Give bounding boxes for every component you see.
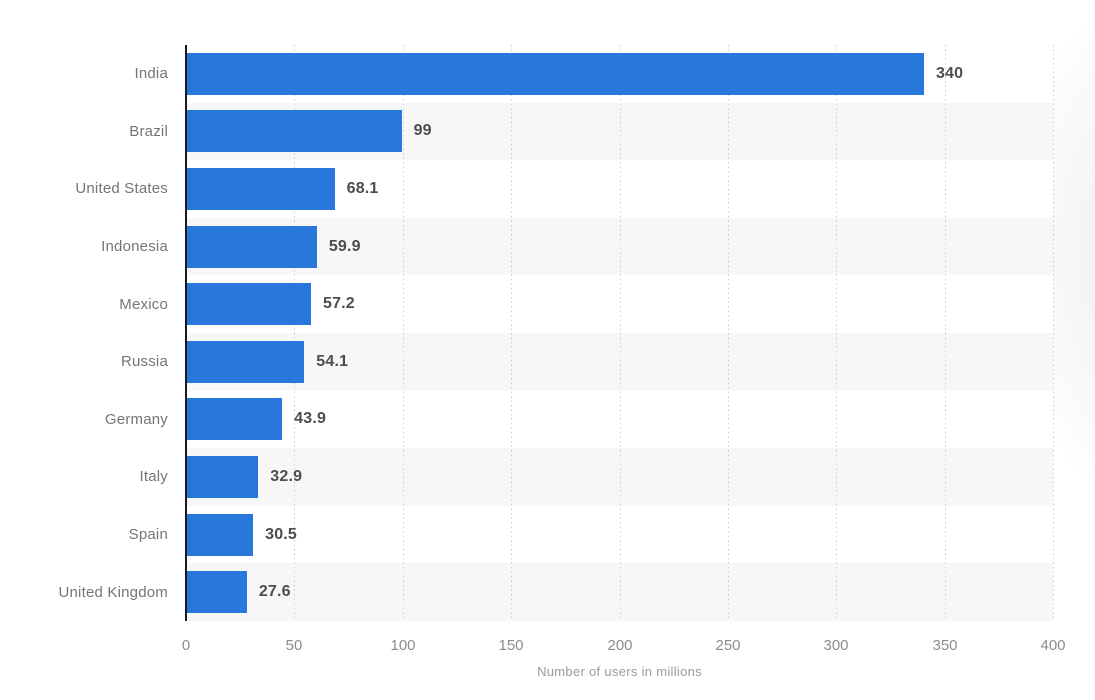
x-tick-label: 100 xyxy=(390,637,416,654)
category-label: India xyxy=(134,65,168,83)
row-stripe xyxy=(186,448,1053,506)
value-label: 27.6 xyxy=(258,583,291,601)
x-tick-label: 350 xyxy=(932,637,958,654)
category-label: Germany xyxy=(104,410,168,428)
x-tick-label: 0 xyxy=(181,637,191,654)
x-tick-label: 50 xyxy=(285,637,303,654)
gridline xyxy=(403,45,404,621)
bar[interactable] xyxy=(187,340,305,383)
row-stripe xyxy=(186,563,1053,621)
x-tick-label: 300 xyxy=(823,637,849,654)
gridline xyxy=(294,45,295,621)
x-tick-label: 400 xyxy=(1040,637,1066,654)
bar[interactable] xyxy=(187,398,283,441)
y-axis-line xyxy=(185,45,187,621)
row-stripe xyxy=(186,333,1053,391)
gridline xyxy=(511,45,512,621)
value-label: 43.9 xyxy=(294,410,327,428)
bar[interactable] xyxy=(187,168,335,210)
value-label: 59.9 xyxy=(328,237,361,255)
value-label: 54.1 xyxy=(316,352,349,370)
category-label: Mexico xyxy=(119,295,168,313)
row-stripe xyxy=(186,217,1053,276)
value-label: 340 xyxy=(935,64,964,82)
gridline xyxy=(945,45,946,621)
bar[interactable] xyxy=(187,513,254,556)
value-label: 32.9 xyxy=(270,467,303,485)
category-label: Indonesia xyxy=(101,238,168,256)
value-label: 57.2 xyxy=(322,295,355,313)
value-label: 30.5 xyxy=(265,525,298,543)
value-label: 68.1 xyxy=(346,179,379,197)
bar[interactable] xyxy=(187,456,259,498)
category-label: United States xyxy=(75,180,168,198)
category-label: Spain xyxy=(128,526,168,544)
category-label: Russia xyxy=(120,353,168,371)
bar[interactable] xyxy=(187,110,402,153)
bar[interactable] xyxy=(187,283,311,326)
gridline xyxy=(1053,45,1054,621)
x-tick-label: 250 xyxy=(715,637,741,654)
bar[interactable] xyxy=(187,225,317,268)
category-label: Brazil xyxy=(129,122,168,140)
gridline xyxy=(620,45,621,621)
category-label: Italy xyxy=(139,468,168,486)
category-label: United Kingdom xyxy=(58,583,168,601)
gridline xyxy=(728,45,729,621)
bar[interactable] xyxy=(187,571,247,614)
x-axis-title: Number of users in millions xyxy=(537,664,702,679)
bar[interactable] xyxy=(187,52,924,95)
gridline xyxy=(836,45,837,621)
x-tick-label: 150 xyxy=(498,637,524,654)
x-tick-label: 200 xyxy=(607,637,633,654)
value-label: 99 xyxy=(413,122,432,140)
